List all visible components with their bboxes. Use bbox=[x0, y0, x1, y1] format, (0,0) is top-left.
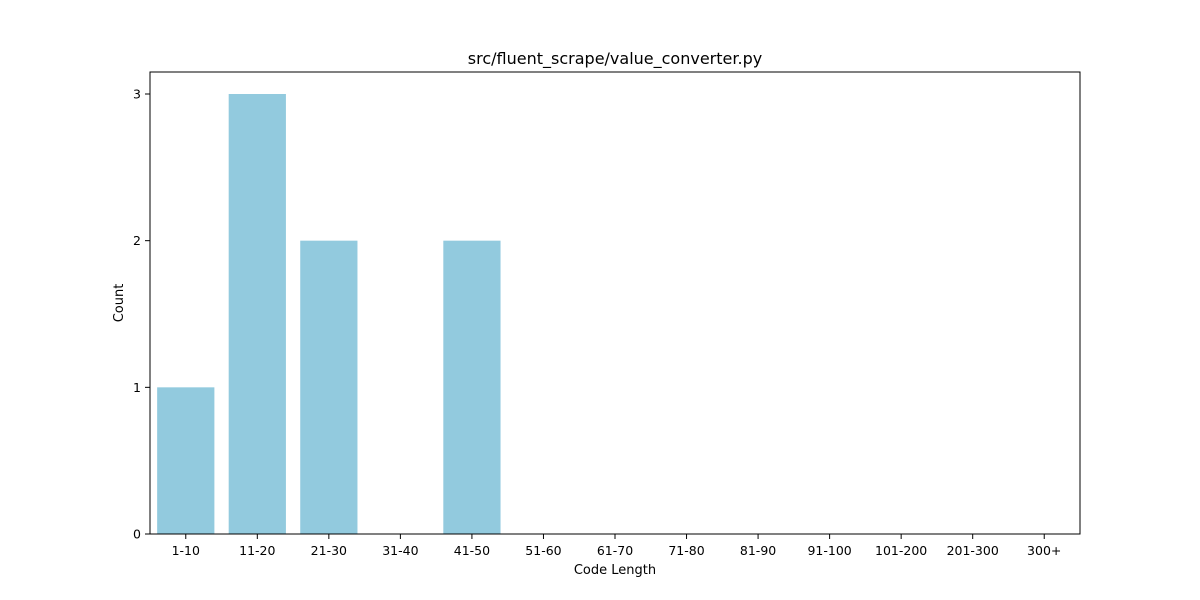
y-tick-label: 2 bbox=[133, 233, 141, 248]
y-tick-label: 0 bbox=[133, 527, 141, 542]
x-tick-label: 300+ bbox=[1027, 543, 1061, 558]
x-tick-label: 41-50 bbox=[454, 543, 490, 558]
x-tick-label: 51-60 bbox=[525, 543, 561, 558]
y-axis-ticks: 0 1 2 3 bbox=[133, 87, 150, 542]
bar-1-10 bbox=[157, 387, 215, 534]
x-axis-ticks: 1-10 11-20 21-30 31-40 41-50 51-60 61-70 71-80 8… bbox=[172, 534, 1061, 558]
bar-21-30 bbox=[300, 240, 358, 534]
x-tick-label: 1-10 bbox=[172, 543, 200, 558]
x-tick-label: 61-70 bbox=[597, 543, 633, 558]
bar-11-20 bbox=[228, 94, 286, 534]
x-tick-label: 101-200 bbox=[875, 543, 927, 558]
x-tick-label: 71-80 bbox=[668, 543, 704, 558]
x-tick-label: 81-90 bbox=[740, 543, 776, 558]
x-tick-label: 201-300 bbox=[947, 543, 999, 558]
y-tick-label: 3 bbox=[133, 87, 141, 102]
x-tick-label: 31-40 bbox=[382, 543, 418, 558]
x-tick-label: 91-100 bbox=[807, 543, 851, 558]
x-tick-label: 11-20 bbox=[239, 543, 275, 558]
y-tick-label: 1 bbox=[133, 380, 141, 395]
bars-group bbox=[157, 94, 501, 534]
y-axis-label: Count bbox=[112, 284, 127, 323]
plot-frame bbox=[149, 71, 1081, 535]
x-axis-label: Code Length bbox=[574, 563, 656, 578]
bar-41-50 bbox=[443, 240, 501, 534]
chart-title: src/fluent_scrape/value_converter.py bbox=[468, 49, 762, 69]
x-tick-label: 21-30 bbox=[311, 543, 347, 558]
